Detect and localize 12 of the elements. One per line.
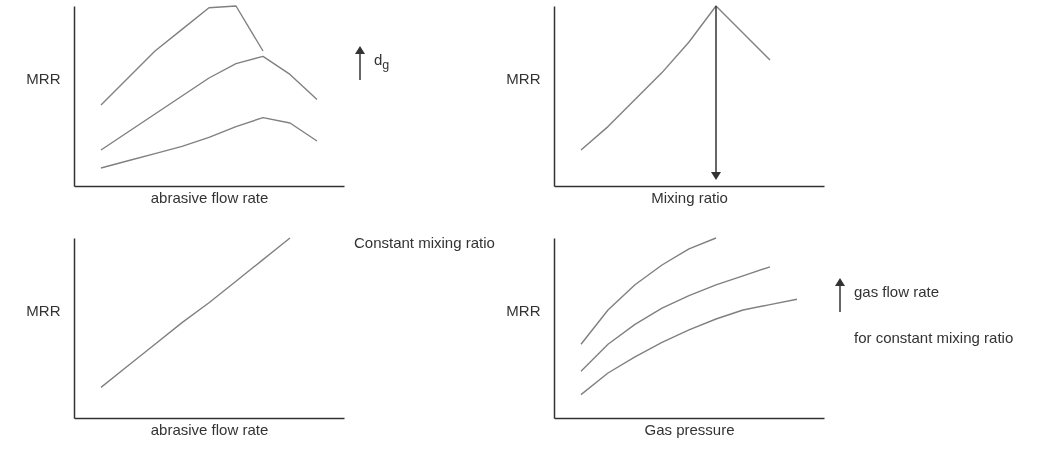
x-axis-title: Mixing ratio [651, 188, 728, 206]
text: d$_{g}$ [374, 51, 390, 72]
x-axis-title: abrasive flow rate [150, 420, 269, 438]
text: gas flow rate [854, 282, 941, 301]
x-axis-title: abrasive flow rate [150, 188, 269, 206]
text: for constant mixing ratio [854, 328, 1015, 347]
y-axis-title: MRR [26, 69, 61, 87]
y-axis-title: MRR [26, 301, 61, 319]
y-axis-title: MRR [506, 301, 541, 319]
y-axis-title: MRR [506, 69, 541, 87]
text: Constant mixing ratio [354, 233, 496, 252]
x-axis-title: Gas pressure [644, 420, 735, 438]
